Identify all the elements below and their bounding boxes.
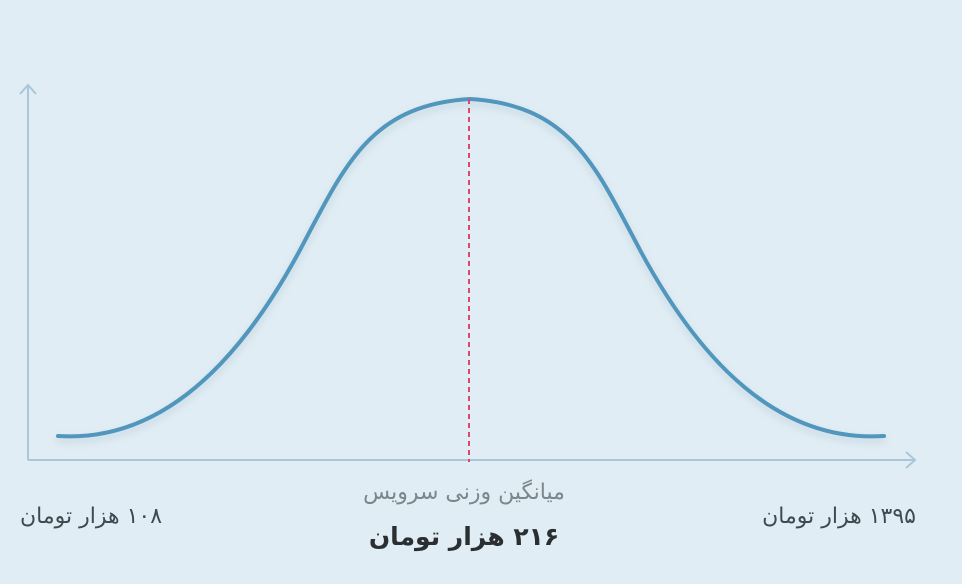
y-axis-arrow-icon xyxy=(19,83,37,95)
mean-caption: میانگین وزنی سرویس xyxy=(363,480,565,505)
x-axis-arrow-icon xyxy=(905,451,917,469)
distribution-curve xyxy=(56,96,886,439)
x-max-label: ۱۳۹۵ هزار تومان xyxy=(762,504,916,529)
x-min-label: ۱۰۸ هزار تومان xyxy=(20,504,163,529)
mean-value-label: ۲۱۶ هزار تومان xyxy=(368,522,560,551)
